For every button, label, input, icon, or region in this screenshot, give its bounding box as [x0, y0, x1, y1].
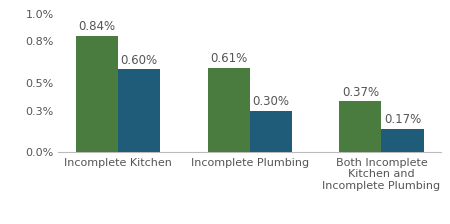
Text: 0.61%: 0.61%: [210, 52, 248, 65]
Bar: [382, 129, 423, 152]
Text: 0.84%: 0.84%: [78, 20, 116, 33]
Text: 0.60%: 0.60%: [121, 54, 158, 67]
Text: 0.30%: 0.30%: [252, 95, 289, 108]
Bar: [207, 68, 250, 152]
Bar: [339, 101, 382, 152]
Bar: [118, 69, 160, 152]
Text: 0.37%: 0.37%: [342, 86, 379, 99]
Text: 0.17%: 0.17%: [384, 113, 421, 126]
Bar: [250, 111, 292, 152]
Bar: [76, 36, 118, 152]
